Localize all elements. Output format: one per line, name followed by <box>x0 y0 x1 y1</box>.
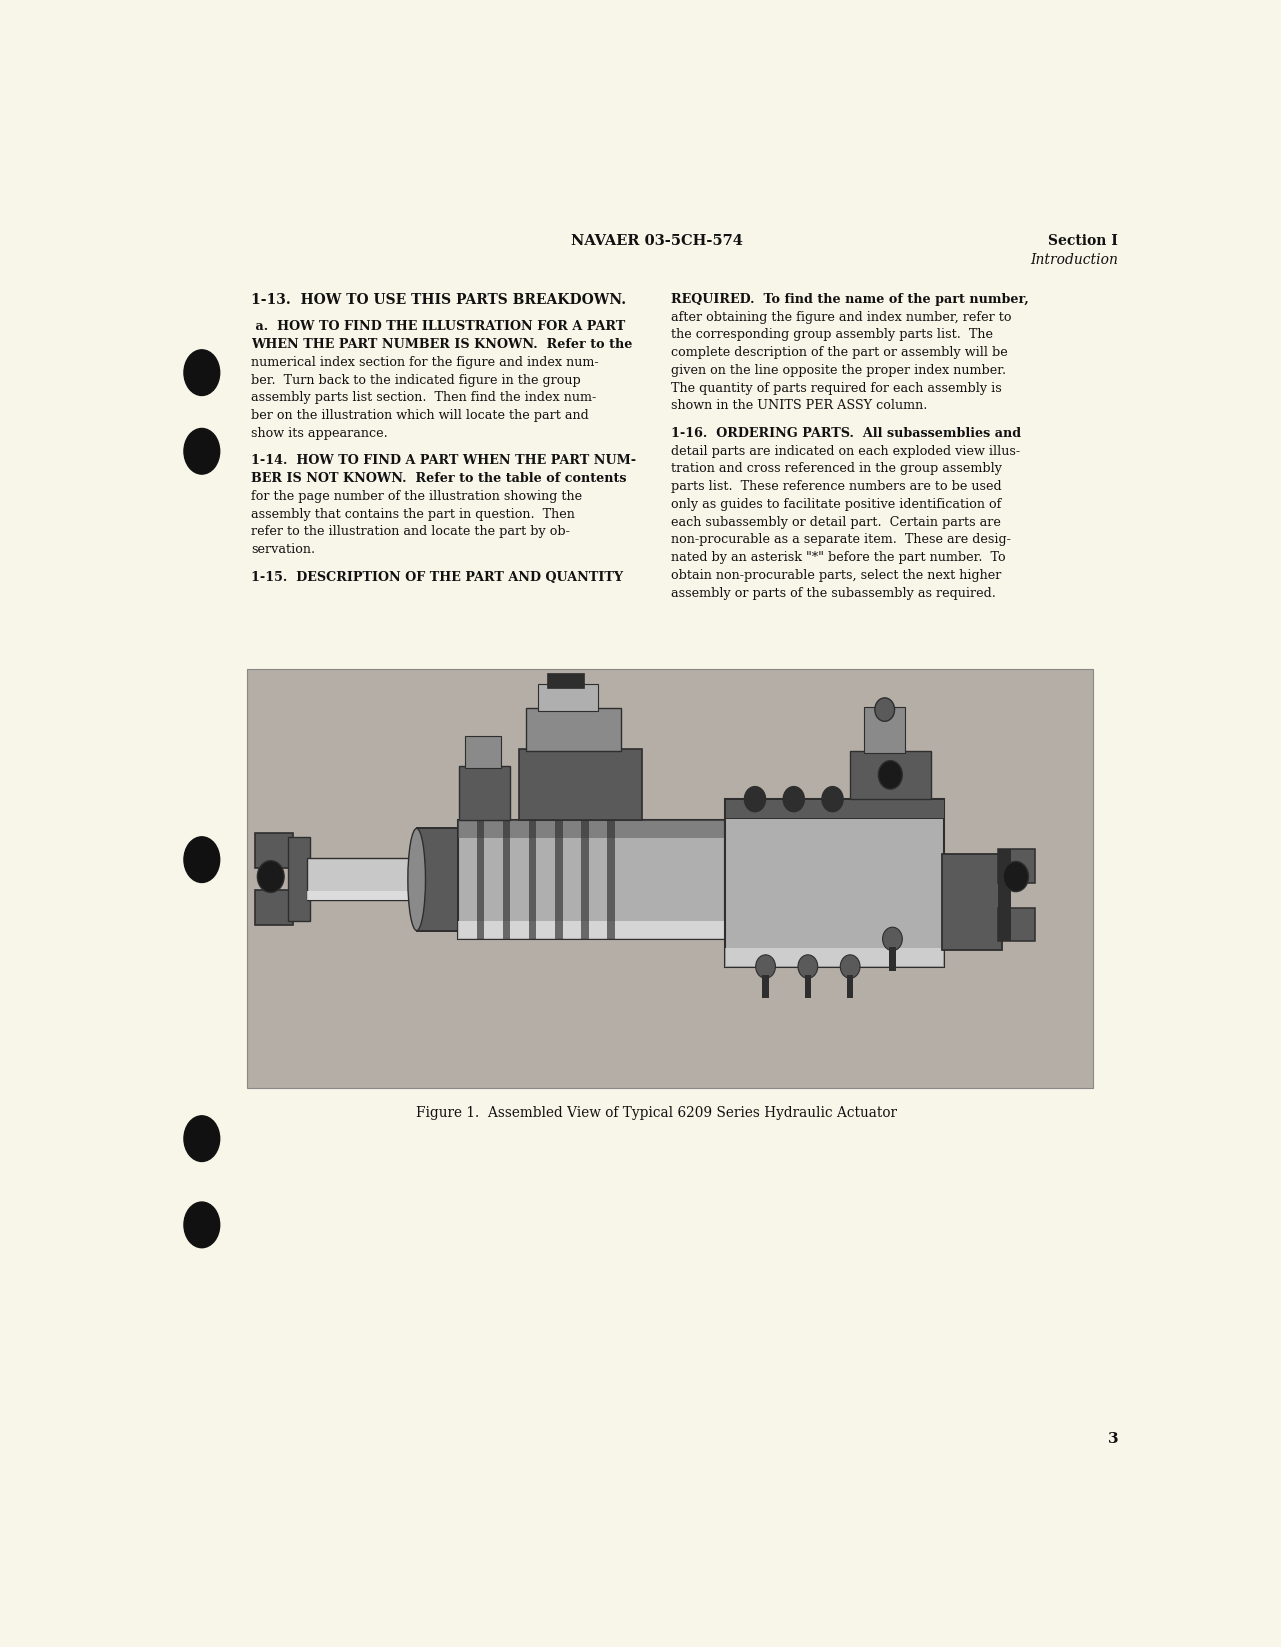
Text: assembly that contains the part in question.  Then: assembly that contains the part in quest… <box>251 507 575 520</box>
Text: given on the line opposite the proper index number.: given on the line opposite the proper in… <box>671 364 1007 377</box>
Text: assembly or parts of the subassembly as required.: assembly or parts of the subassembly as … <box>671 586 997 600</box>
FancyBboxPatch shape <box>247 669 1094 1089</box>
Text: tration and cross referenced in the group assembly: tration and cross referenced in the grou… <box>671 463 1003 476</box>
Text: each subassembly or detail part.  Certain parts are: each subassembly or detail part. Certain… <box>671 516 1002 529</box>
Circle shape <box>184 428 220 474</box>
Text: 3: 3 <box>1108 1431 1118 1446</box>
Text: assembly parts list section.  Then find the index num-: assembly parts list section. Then find t… <box>251 392 597 404</box>
Text: The quantity of parts required for each assembly is: The quantity of parts required for each … <box>671 382 1002 395</box>
Text: BER IS NOT KNOWN.  Refer to the table of contents: BER IS NOT KNOWN. Refer to the table of … <box>251 473 626 486</box>
Text: non-procurable as a separate item.  These are desig-: non-procurable as a separate item. These… <box>671 534 1011 547</box>
Text: complete description of the part or assembly will be: complete description of the part or asse… <box>671 346 1008 359</box>
Text: shown in the UNITS PER ASSY column.: shown in the UNITS PER ASSY column. <box>671 399 927 412</box>
Text: Section I: Section I <box>1048 234 1118 249</box>
Text: the corresponding group assembly parts list.  The: the corresponding group assembly parts l… <box>671 328 993 341</box>
Text: 1-14.  HOW TO FIND A PART WHEN THE PART NUM-: 1-14. HOW TO FIND A PART WHEN THE PART N… <box>251 455 637 468</box>
Text: Figure 1.  Assembled View of Typical 6209 Series Hydraulic Actuator: Figure 1. Assembled View of Typical 6209… <box>416 1105 897 1120</box>
Text: obtain non-procurable parts, select the next higher: obtain non-procurable parts, select the … <box>671 568 1002 581</box>
Text: for the page number of the illustration showing the: for the page number of the illustration … <box>251 489 583 502</box>
Circle shape <box>184 1115 220 1161</box>
Text: after obtaining the figure and index number, refer to: after obtaining the figure and index num… <box>671 311 1012 323</box>
Text: REQUIRED.  To find the name of the part number,: REQUIRED. To find the name of the part n… <box>671 293 1029 306</box>
Circle shape <box>184 1202 220 1248</box>
Text: servation.: servation. <box>251 544 315 557</box>
Text: refer to the illustration and locate the part by ob-: refer to the illustration and locate the… <box>251 525 570 539</box>
Text: a.  HOW TO FIND THE ILLUSTRATION FOR A PART: a. HOW TO FIND THE ILLUSTRATION FOR A PA… <box>251 320 625 333</box>
Circle shape <box>184 349 220 395</box>
Text: Introduction: Introduction <box>1030 254 1118 267</box>
Text: NAVAER 03-5CH-574: NAVAER 03-5CH-574 <box>570 234 743 249</box>
Text: numerical index section for the figure and index num-: numerical index section for the figure a… <box>251 356 600 369</box>
Text: nated by an asterisk "*" before the part number.  To: nated by an asterisk "*" before the part… <box>671 552 1006 563</box>
Text: WHEN THE PART NUMBER IS KNOWN.  Refer to the: WHEN THE PART NUMBER IS KNOWN. Refer to … <box>251 338 633 351</box>
Text: show its appearance.: show its appearance. <box>251 427 388 440</box>
Text: detail parts are indicated on each exploded view illus-: detail parts are indicated on each explo… <box>671 445 1021 458</box>
Text: ber.  Turn back to the indicated figure in the group: ber. Turn back to the indicated figure i… <box>251 374 582 387</box>
Text: only as guides to facilitate positive identification of: only as guides to facilitate positive id… <box>671 497 1002 511</box>
Circle shape <box>184 837 220 883</box>
Text: ber on the illustration which will locate the part and: ber on the illustration which will locat… <box>251 408 589 422</box>
Text: 1-15.  DESCRIPTION OF THE PART AND QUANTITY: 1-15. DESCRIPTION OF THE PART AND QUANTI… <box>251 570 624 583</box>
Text: 1-13.  HOW TO USE THIS PARTS BREAKDOWN.: 1-13. HOW TO USE THIS PARTS BREAKDOWN. <box>251 293 626 306</box>
Text: 1-16.  ORDERING PARTS.  All subassemblies and: 1-16. ORDERING PARTS. All subassemblies … <box>671 427 1021 440</box>
Text: parts list.  These reference numbers are to be used: parts list. These reference numbers are … <box>671 479 1002 492</box>
